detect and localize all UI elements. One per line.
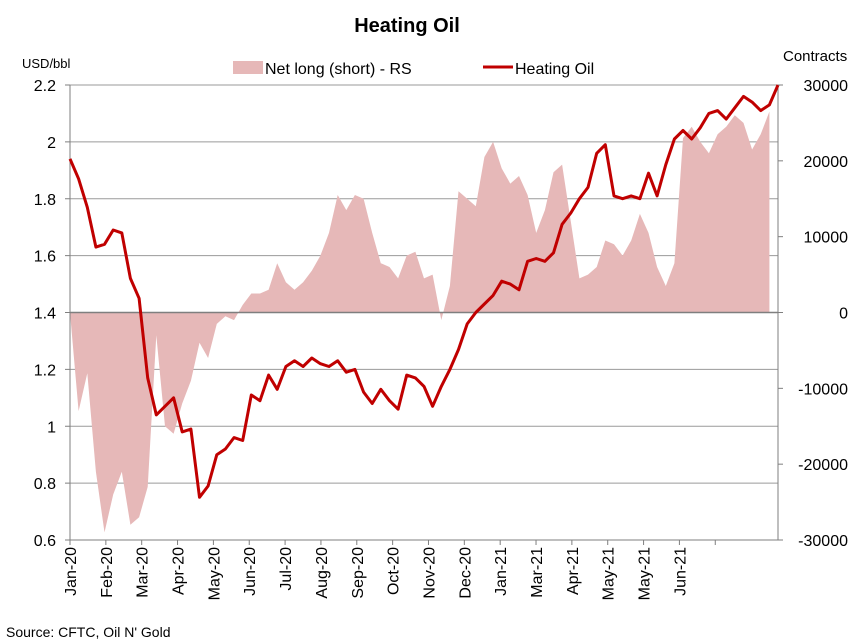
left-axis-unit: USD/bbl: [22, 56, 71, 71]
chart-title: Heating Oil: [354, 15, 460, 37]
x-tick-label: Mar-20: [135, 547, 152, 598]
left-tick-label: 1.4: [34, 306, 56, 323]
left-tick-label: 1: [47, 419, 56, 436]
left-tick-label: 2.2: [34, 78, 56, 95]
x-tick-label: May-21: [637, 547, 654, 600]
right-tick-label: -20000: [798, 457, 848, 474]
right-tick-label: 20000: [804, 154, 849, 171]
x-tick-label: Dec-20: [457, 547, 474, 599]
x-tick-label: Nov-20: [422, 547, 439, 599]
x-tick-label: Apr-21: [565, 547, 582, 595]
net-long-area-layer: [70, 111, 770, 533]
right-axis-unit: Contracts: [783, 48, 847, 65]
left-tick-label: 0.6: [34, 533, 56, 550]
x-tick-label: Jan-21: [493, 547, 510, 596]
right-axis-ticks: -30000 -20000 -10000 0 10000 20000 30000: [778, 78, 848, 550]
left-tick-label: 1.8: [34, 192, 56, 209]
x-tick-label: May-20: [206, 547, 223, 600]
x-tick-label: Jan-20: [63, 547, 80, 596]
legend-swatch-net-long: [233, 61, 263, 74]
right-tick-label: 0: [839, 306, 848, 323]
source-note: Source: CFTC, Oil N' Gold: [6, 624, 171, 640]
right-tick-label: 30000: [804, 78, 849, 95]
right-tick-label: -10000: [798, 381, 848, 398]
legend: Net long (short) - RS Heating Oil: [233, 61, 594, 78]
x-tick-label: Jun-21: [672, 547, 689, 596]
x-tick-label: Aug-20: [314, 547, 331, 599]
heating-oil-line-layer: [68, 84, 780, 499]
legend-label-net-long: Net long (short) - RS: [265, 61, 412, 78]
plot-frame: [69, 85, 779, 541]
x-tick-label: Jun-20: [242, 547, 259, 596]
right-tick-label: 10000: [804, 230, 849, 247]
x-tick-label: May-21: [601, 547, 618, 600]
x-tick-label: Sep-20: [350, 547, 367, 599]
left-tick-label: 1.2: [34, 362, 56, 379]
heating-oil-line: [68, 84, 780, 499]
left-tick-label: 1.6: [34, 249, 56, 266]
x-tick-label: Mar-21: [529, 547, 546, 598]
net-long-area: [70, 111, 770, 533]
right-tick-label: -30000: [798, 533, 848, 550]
x-tick-label: Feb-20: [99, 547, 116, 598]
x-axis-ticks: Jan-20 Feb-20 Mar-20 Apr-20 May-20 Jun-20 Jul-…: [63, 540, 716, 600]
legend-label-heating-oil: Heating Oil: [515, 61, 594, 78]
left-axis-ticks: 0.6 0.8 1 1.2 1.4 1.6 1.8 2 2.2: [34, 78, 70, 550]
left-tick-label: 2: [47, 135, 56, 152]
x-tick-label: Oct-20: [386, 547, 403, 595]
left-tick-label: 0.8: [34, 476, 56, 493]
x-tick-label: Jul-20: [278, 547, 295, 591]
x-tick-label: Apr-20: [171, 547, 188, 595]
